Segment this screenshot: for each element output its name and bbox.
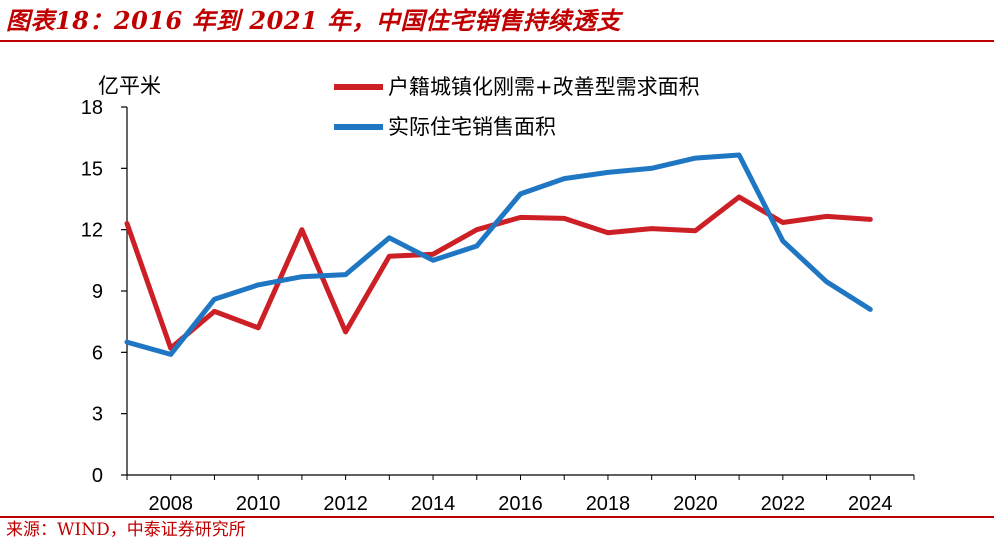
x-tick-label: 2012 bbox=[323, 493, 368, 515]
x-tick-label: 2024 bbox=[848, 493, 893, 515]
chart-axes: 0 3 6 9 12 15 18 2008 2010 2012 2014 2016 2018 2020 20… bbox=[81, 97, 915, 515]
y-tick-label: 0 bbox=[92, 465, 103, 487]
legend-label: 实际住宅销售面积 bbox=[388, 115, 556, 139]
y-tick-label: 12 bbox=[81, 220, 103, 242]
title-divider bbox=[0, 40, 994, 42]
series-layer bbox=[124, 152, 873, 357]
y-tick-label: 6 bbox=[92, 342, 103, 364]
x-tick-label: 2008 bbox=[148, 493, 193, 515]
x-tick-label: 2014 bbox=[411, 493, 456, 515]
y-tick-label: 15 bbox=[81, 158, 103, 180]
y-tick-label: 18 bbox=[81, 97, 103, 119]
y-unit-label: 亿平米 bbox=[98, 74, 161, 98]
x-tick-label: 2020 bbox=[673, 493, 718, 515]
footer-divider bbox=[0, 516, 994, 518]
chart-title: 图表18：2016 年到 2021 年，中国住宅销售持续透支 bbox=[6, 6, 622, 35]
source-note: 来源：WIND，中泰证券研究所 bbox=[6, 520, 246, 540]
series-line-sales bbox=[124, 152, 873, 357]
x-tick-label: 2022 bbox=[761, 493, 806, 515]
x-tick-label: 2010 bbox=[236, 493, 281, 515]
x-tick-label: 2018 bbox=[586, 493, 631, 515]
y-tick-label: 9 bbox=[92, 281, 103, 303]
y-tick-label: 3 bbox=[92, 404, 103, 426]
x-tick-label: 2016 bbox=[498, 493, 543, 515]
legend-label: 户籍城镇化刚需+改善型需求面积 bbox=[388, 75, 700, 99]
